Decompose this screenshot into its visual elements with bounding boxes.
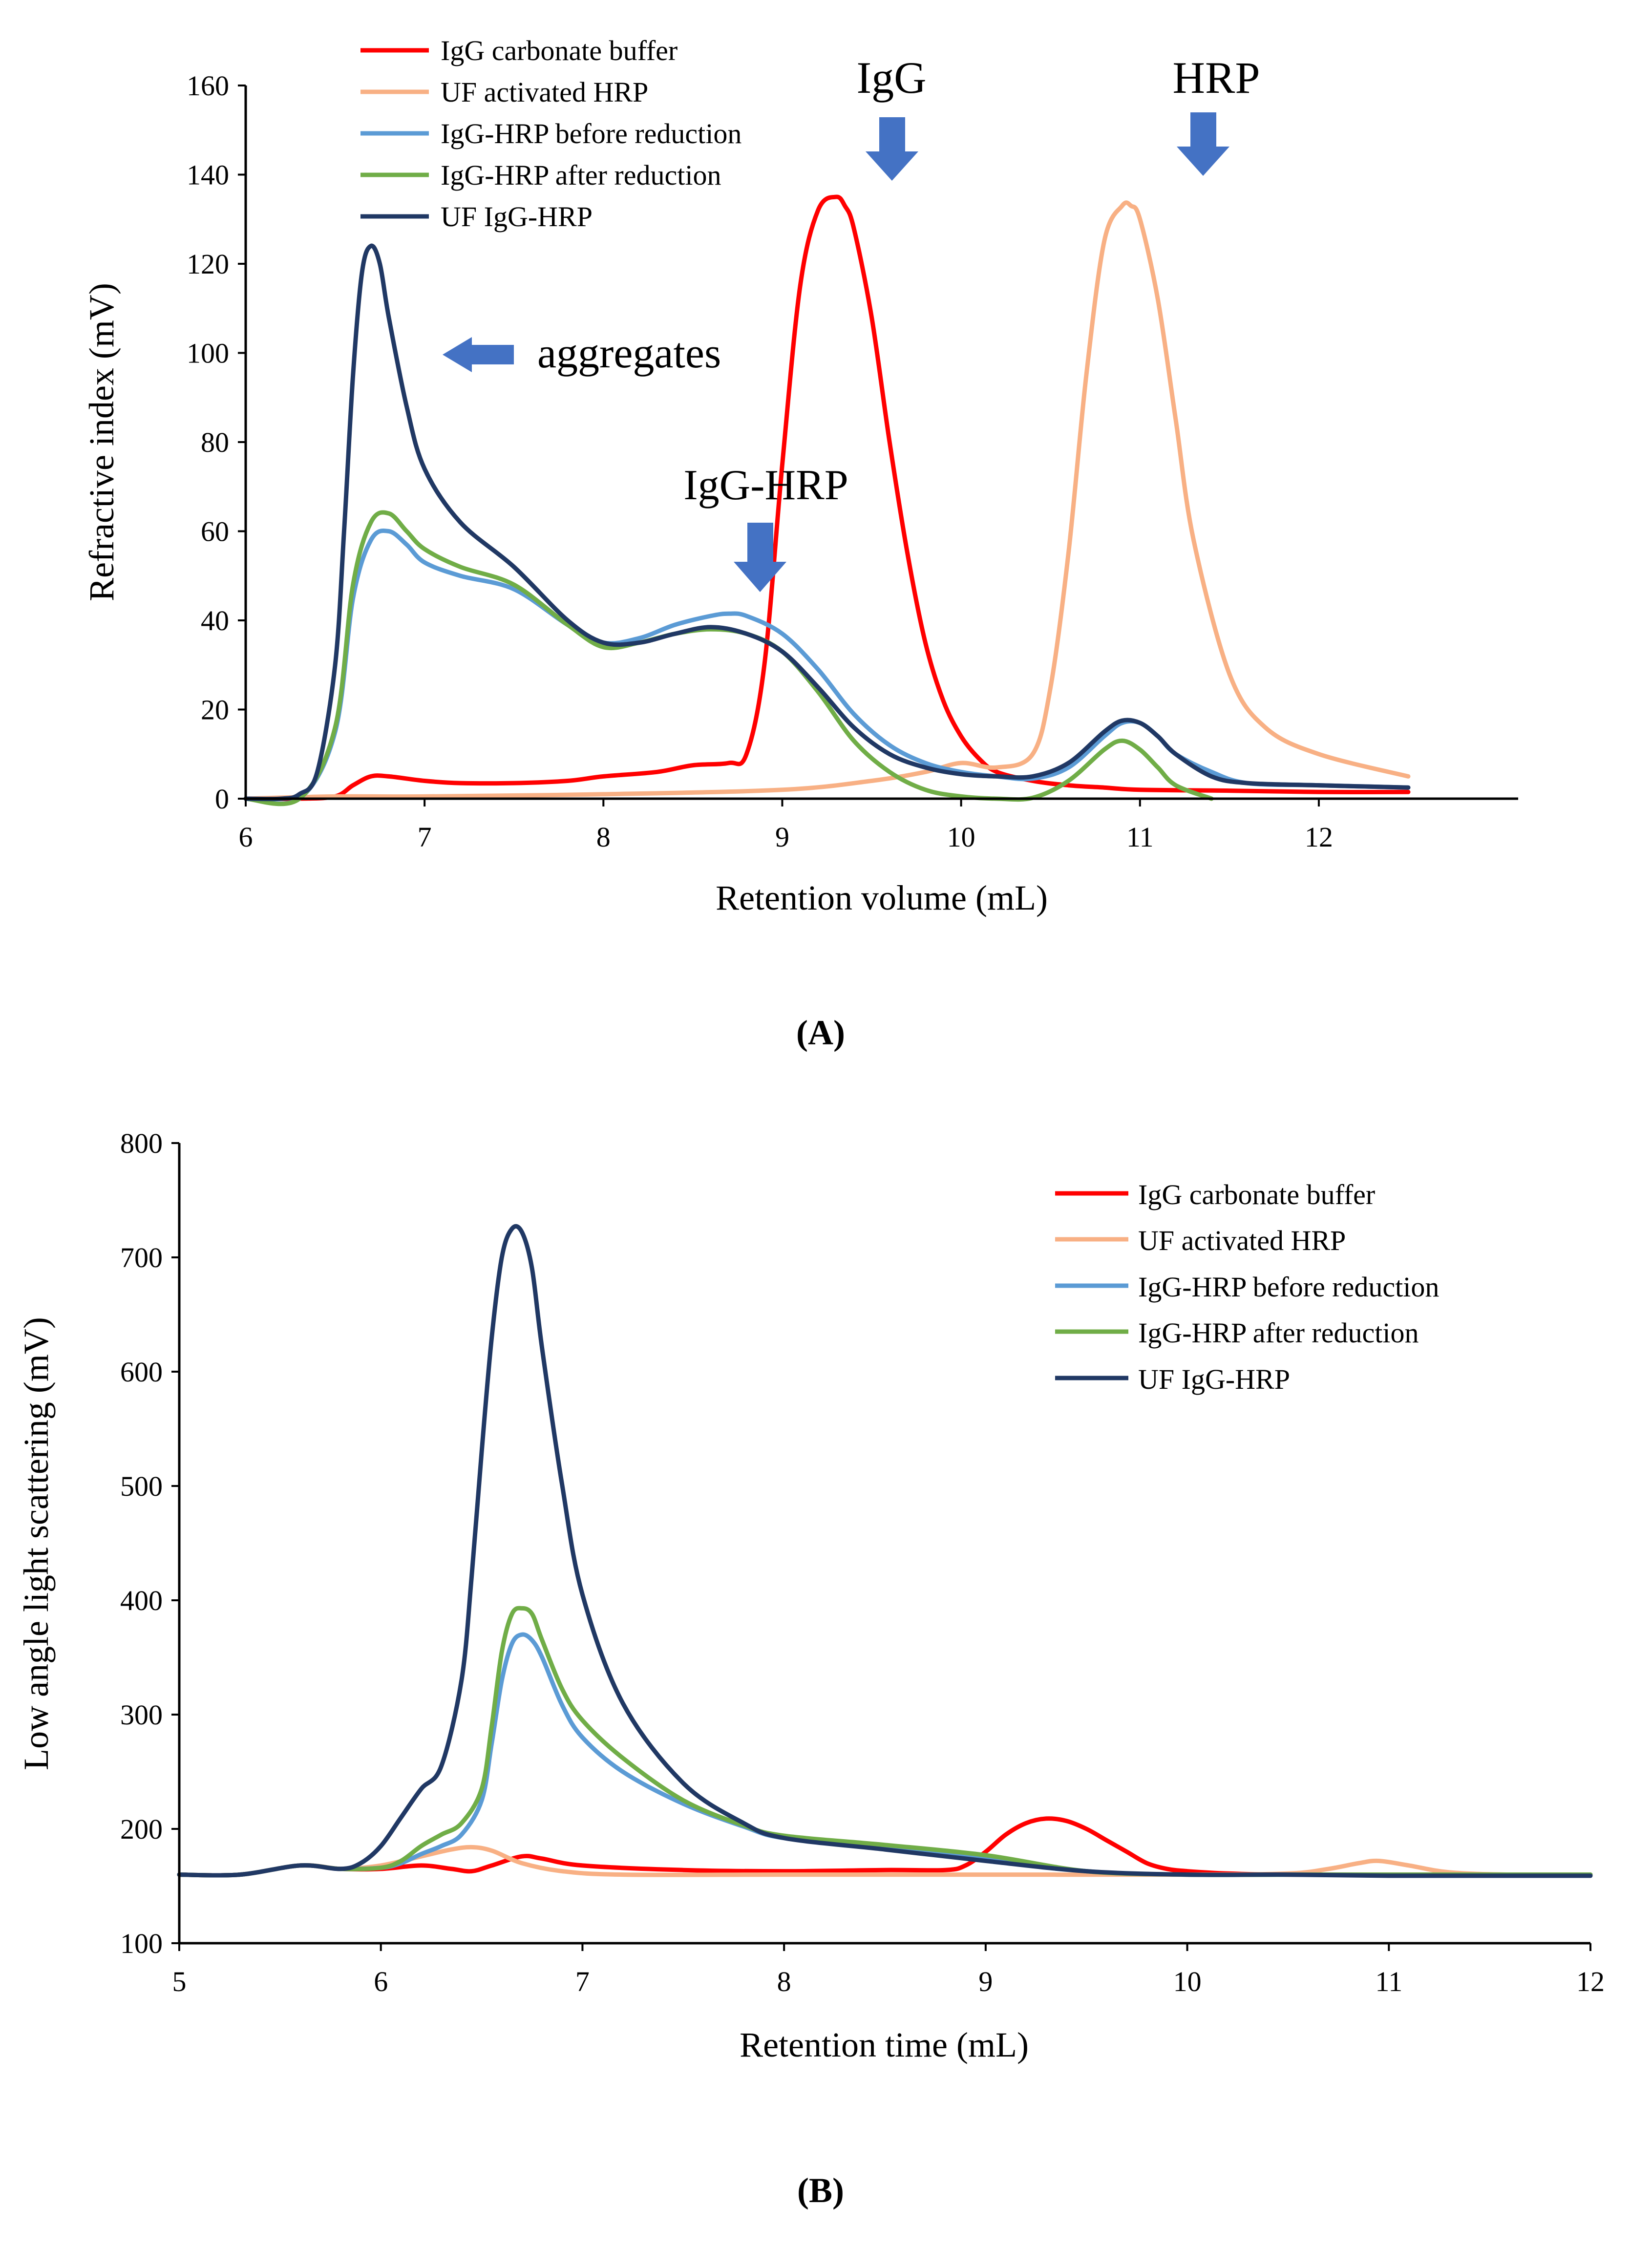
chart-b-x-tick-label-4: 9	[978, 1966, 993, 1997]
chart-b-y-tick-label-1: 200	[120, 1813, 163, 1845]
chart-a-x-tick-label-6: 12	[1305, 821, 1333, 853]
chart-a-legend-label-3: IgG-HRP after reduction	[441, 159, 721, 191]
chart-a-series-line-4	[243, 243, 1411, 802]
chart-a-y-tick-label-7: 140	[187, 159, 229, 191]
chart-a-y-tick-label-3: 60	[201, 516, 229, 548]
chart-b-x-tick-label-1: 6	[374, 1966, 388, 1997]
chart-a-series-line-1	[243, 200, 1411, 801]
chart-b-legend: IgG carbonate buffer UF activated HRP Ig…	[1055, 1179, 1439, 1395]
caption-b: (B)	[797, 2171, 844, 2210]
chart-b-y-tick-label-4: 500	[120, 1470, 163, 1502]
annotation-aggregates: aggregates	[443, 330, 721, 377]
annotation-igg-hrp-label: IgG-HRP	[683, 462, 848, 509]
chart-a-x-tick-label-0: 6	[239, 821, 253, 853]
annotation-igg-label: IgG	[856, 53, 926, 103]
chart-b-y-tick-label-3: 400	[120, 1585, 163, 1616]
annotation-igg-down-arrow-icon	[866, 117, 918, 181]
chart-b-x-tick-label-6: 11	[1375, 1966, 1402, 1997]
chart-a-x-axis-label: Retention volume (mL)	[716, 878, 1048, 917]
chart-a-series-line-0	[243, 194, 1411, 801]
chart-b-legend-label-4: UF IgG-HRP	[1138, 1363, 1290, 1395]
chart-a-series-line-2	[243, 529, 1411, 806]
chart-b-x-tick-label-5: 10	[1173, 1966, 1202, 1997]
chart-b-y-ticks: 100 200 300 400 500 600 700 800	[120, 1127, 179, 1959]
chart-panel-b: 100 200 300 400 500 600 700 800 5 6 7 8 9 10 11 12 Ret…	[17, 1127, 1605, 2210]
chart-a-x-tick-label-2: 8	[596, 821, 611, 853]
chart-panel-a: 0 20 40 60 80 100 120 140 160 6 7 8 9 10 11 12 Retenti…	[82, 35, 1518, 1052]
chart-a-y-tick-label-5: 100	[187, 338, 229, 369]
annotation-igg-hrp-down-arrow-icon	[734, 523, 786, 592]
caption-a: (A)	[796, 1013, 845, 1052]
chart-b-x-tick-label-2: 7	[575, 1966, 590, 1997]
chart-b-y-tick-label-7: 800	[120, 1127, 163, 1159]
chart-b-legend-label-0: IgG carbonate buffer	[1138, 1179, 1375, 1210]
annotation-hrp: HRP	[1173, 53, 1260, 176]
chart-a-y-tick-label-4: 80	[201, 426, 229, 458]
chart-a-y-ticks: 0 20 40 60 80 100 120 140 160	[187, 70, 246, 815]
chart-b-legend-label-2: IgG-HRP before reduction	[1138, 1271, 1439, 1303]
annotation-aggregates-left-arrow-icon	[443, 337, 514, 372]
chart-b-x-axis-label: Retention time (mL)	[740, 2025, 1029, 2064]
chart-a-x-ticks: 6 7 8 9 10 11 12	[239, 799, 1333, 853]
chart-a-legend-label-4: UF IgG-HRP	[441, 201, 593, 233]
chart-b-x-tick-label-7: 12	[1576, 1966, 1605, 1997]
annotation-aggregates-label: aggregates	[537, 330, 721, 377]
chart-b-series-line-4	[177, 1224, 1593, 1878]
annotation-igg-hrp: IgG-HRP	[683, 462, 848, 592]
annotation-hrp-label: HRP	[1173, 53, 1260, 103]
chart-b-series-group	[177, 1224, 1593, 1878]
annotation-hrp-down-arrow-icon	[1177, 112, 1229, 176]
chart-b-legend-label-1: UF activated HRP	[1138, 1225, 1346, 1256]
chart-b-x-ticks: 5 6 7 8 9 10 11 12	[172, 1943, 1605, 1997]
chart-a-y-axis-label: Refractive index (mV)	[82, 283, 121, 601]
chart-a-y-tick-label-0: 0	[215, 783, 229, 815]
chart-a-x-tick-label-5: 11	[1126, 821, 1154, 853]
chart-a-x-tick-label-1: 7	[418, 821, 432, 853]
chart-b-series-line-2	[177, 1632, 1593, 1878]
chart-a-y-tick-label-2: 40	[201, 605, 229, 637]
chart-a-y-tick-label-1: 20	[201, 694, 229, 726]
chart-b-y-tick-label-6: 700	[120, 1242, 163, 1273]
annotation-igg: IgG	[856, 53, 927, 181]
chart-a-legend: IgG carbonate buffer UF activated HRP Ig…	[360, 35, 741, 233]
chart-a-x-tick-label-3: 9	[775, 821, 789, 853]
chart-a-legend-label-0: IgG carbonate buffer	[441, 35, 678, 66]
chart-a-legend-label-2: IgG-HRP before reduction	[441, 118, 741, 149]
chart-b-y-tick-label-0: 100	[120, 1928, 163, 1959]
chart-b-y-tick-label-5: 600	[120, 1356, 163, 1388]
chart-a-x-tick-label-4: 10	[947, 821, 975, 853]
chart-a-series-group	[243, 194, 1411, 806]
chart-b-y-tick-label-2: 300	[120, 1699, 163, 1731]
chart-b-legend-label-3: IgG-HRP after reduction	[1138, 1317, 1419, 1349]
chart-b-x-tick-label-3: 8	[777, 1966, 791, 1997]
chart-a-legend-label-1: UF activated HRP	[441, 76, 648, 108]
chart-b-y-axis-label: Low angle light scattering (mV)	[17, 1317, 56, 1770]
chart-a-y-tick-label-6: 120	[187, 248, 229, 280]
chart-b-x-tick-label-0: 5	[172, 1966, 187, 1997]
chart-a-y-tick-label-8: 160	[187, 70, 229, 102]
